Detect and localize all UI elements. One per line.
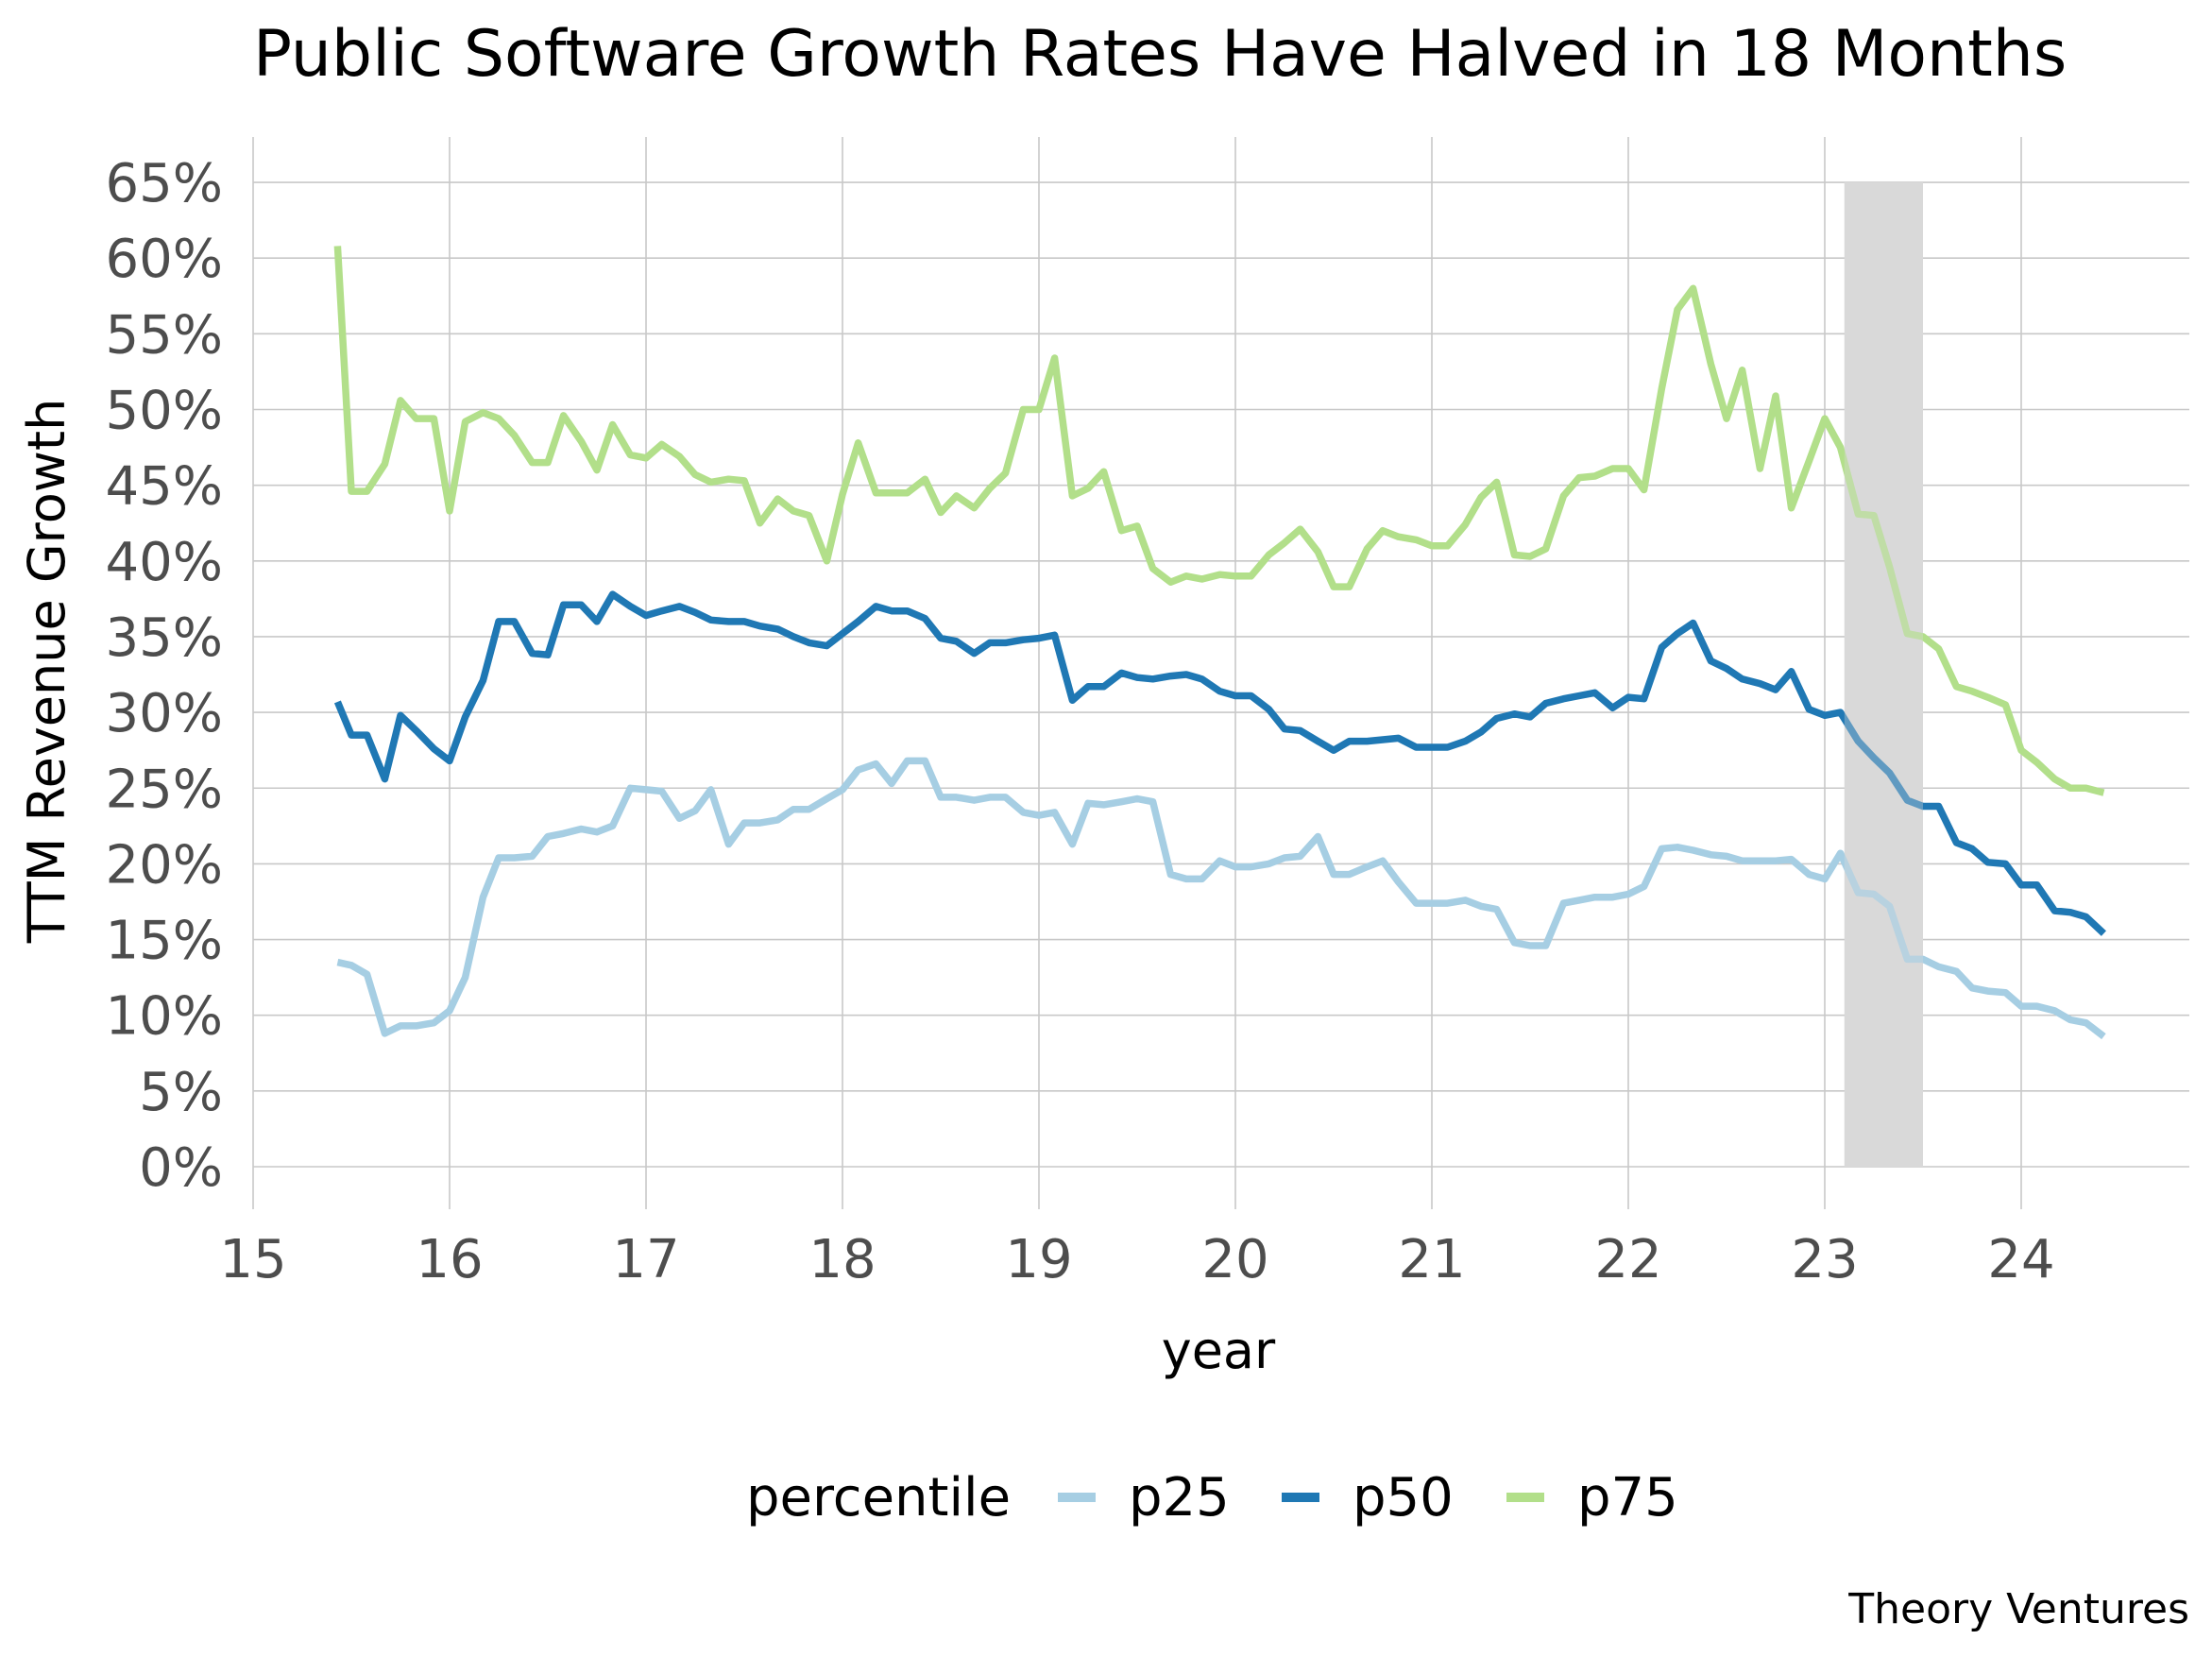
y-axis-title: TTM Revenue Growth: [17, 399, 77, 945]
series-line-p50: [333, 590, 2106, 936]
series-lines: [333, 182, 2106, 1167]
x-tick-label: 19: [1005, 1229, 1072, 1290]
legend-label-p50: p50: [1353, 1467, 1454, 1529]
x-tick-label: 15: [219, 1229, 286, 1290]
y-tick-label: 65%: [106, 153, 223, 214]
chart-caption: Theory Ventures: [1847, 1585, 2189, 1633]
highlight-band: [1844, 182, 1923, 1167]
y-tick-label: 15%: [106, 911, 223, 972]
legend-label-p25: p25: [1129, 1467, 1230, 1529]
chart-title: Public Software Growth Rates Have Halved…: [253, 17, 2067, 92]
y-tick-label: 5%: [139, 1062, 223, 1123]
y-tick-label: 40%: [106, 532, 223, 593]
y-axis-tick-labels: 0% 5% 10% 15% 20% 25% 30% 35% 40% 45% 50% 55% 60% 65%: [106, 153, 223, 1199]
y-tick-label: 10%: [106, 986, 223, 1048]
series-line-p25: [336, 757, 2106, 1040]
y-tick-label: 20%: [106, 834, 223, 896]
y-tick-label: 55%: [106, 304, 223, 366]
y-tick-label: 0%: [139, 1137, 223, 1199]
x-tick-label: 23: [1791, 1229, 1858, 1290]
legend-label-p75: p75: [1577, 1467, 1678, 1529]
x-tick-label: 18: [808, 1229, 876, 1290]
y-tick-label: 45%: [106, 456, 223, 518]
y-tick-label: 30%: [106, 683, 223, 744]
x-tick-label: 16: [416, 1229, 483, 1290]
x-tick-label: 20: [1201, 1229, 1268, 1290]
x-tick-label: 22: [1594, 1229, 1661, 1290]
x-axis-title: year: [1162, 1321, 1276, 1380]
legend-title: percentile: [746, 1467, 1011, 1529]
y-tick-label: 50%: [106, 381, 223, 442]
legend: percentile p25 p50 p75: [746, 1467, 1678, 1529]
x-tick-label: 21: [1398, 1229, 1465, 1290]
series-line-p75: [333, 246, 2105, 796]
x-tick-label: 24: [1987, 1229, 2054, 1290]
x-tick-label: 17: [612, 1229, 679, 1290]
y-tick-label: 60%: [106, 229, 223, 290]
highlight-band-overlay: [1844, 182, 1923, 1167]
y-tick-label: 25%: [106, 759, 223, 820]
y-tick-label: 35%: [106, 607, 223, 669]
x-axis-tick-labels: 15 16 17 18 19 20 21 22 23 24: [219, 1229, 2054, 1290]
